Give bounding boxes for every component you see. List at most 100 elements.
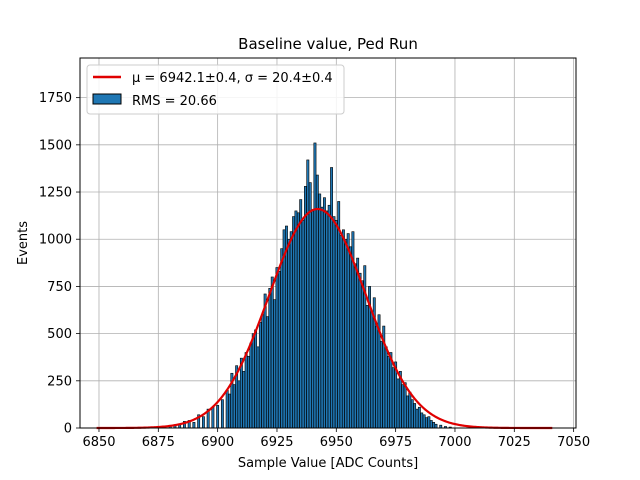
histogram-bar bbox=[289, 231, 293, 429]
histogram-bar bbox=[401, 384, 405, 429]
histogram-bar bbox=[330, 167, 333, 429]
y-tick-label: 0 bbox=[64, 422, 72, 437]
histogram-bar bbox=[429, 420, 433, 429]
histogram-bar bbox=[375, 325, 379, 429]
histogram-bar bbox=[420, 412, 424, 429]
x-tick-label: 6850 bbox=[82, 435, 115, 450]
chart-title: Baseline value, Ped Run bbox=[238, 35, 418, 53]
histogram-bar bbox=[341, 229, 345, 429]
x-tick-label: 6975 bbox=[379, 435, 412, 450]
histogram-bar bbox=[360, 280, 364, 429]
histogram-bar bbox=[311, 210, 315, 429]
y-tick-label: 250 bbox=[47, 374, 72, 389]
histogram-bar bbox=[427, 416, 431, 429]
x-tick-label: 6900 bbox=[201, 435, 234, 450]
histogram-bar bbox=[410, 399, 414, 429]
x-tick-label: 7000 bbox=[438, 435, 471, 450]
histogram-bar bbox=[325, 210, 329, 429]
histogram-bar bbox=[379, 340, 383, 429]
histogram-bar bbox=[332, 216, 336, 429]
histogram-bar bbox=[313, 142, 317, 429]
histogram-bar bbox=[315, 174, 319, 429]
y-tick-label: 750 bbox=[47, 280, 72, 295]
histogram-bar bbox=[280, 248, 284, 429]
histogram-bar bbox=[270, 276, 274, 429]
x-tick-label: 7050 bbox=[557, 435, 590, 450]
histogram-bar bbox=[432, 422, 436, 429]
histogram-bar bbox=[292, 216, 296, 429]
histogram-bar bbox=[396, 378, 400, 429]
histogram-bar bbox=[256, 346, 260, 429]
histogram-bar bbox=[403, 382, 407, 429]
histogram-bar bbox=[434, 423, 438, 429]
histogram-bar bbox=[242, 371, 246, 429]
histogram-bar bbox=[228, 393, 231, 429]
y-tick-label: 1000 bbox=[39, 233, 72, 248]
x-axis-ticks: 6850 6875 6900 6925 6950 6975 7000 7025 7050 bbox=[82, 428, 590, 450]
fit-curve-group bbox=[96, 207, 553, 430]
histogram-bar bbox=[306, 159, 310, 429]
legend-fit-label: μ = 6942.1±0.4, σ = 20.4±0.4 bbox=[132, 71, 333, 86]
x-tick-label: 6950 bbox=[320, 435, 353, 450]
histogram-bar bbox=[216, 405, 220, 429]
histogram-bar bbox=[277, 271, 281, 429]
y-axis-label: Events bbox=[16, 221, 31, 265]
histogram-bar bbox=[406, 395, 409, 429]
histogram-bar bbox=[247, 355, 250, 429]
histogram-bar bbox=[370, 310, 374, 429]
y-tick-label: 1500 bbox=[39, 138, 72, 153]
histogram-bar bbox=[296, 212, 300, 429]
histogram-bar bbox=[263, 293, 267, 429]
histogram-bar bbox=[391, 367, 395, 429]
histogram-bar bbox=[384, 346, 388, 429]
histogram-bar bbox=[356, 257, 360, 429]
histogram-bar bbox=[258, 321, 262, 429]
histogram-bar bbox=[413, 403, 417, 429]
histogram-bar bbox=[220, 399, 224, 429]
histogram-bar bbox=[318, 193, 322, 429]
histogram-bar bbox=[337, 201, 341, 429]
histogram-bar bbox=[261, 314, 265, 429]
plot-frame bbox=[79, 57, 577, 429]
y-tick-label: 1750 bbox=[39, 91, 72, 106]
legend: μ = 6942.1±0.4, σ = 20.4±0.4 RMS = 20.66 bbox=[86, 64, 345, 115]
histogram-bar bbox=[323, 197, 326, 429]
histogram-bar bbox=[192, 422, 196, 429]
histogram-bar bbox=[415, 408, 419, 429]
histogram-bar bbox=[304, 186, 307, 429]
histogram-bar bbox=[422, 414, 426, 429]
histogram-bar bbox=[425, 417, 428, 429]
histogram-bar bbox=[237, 380, 241, 429]
x-tick-label: 6925 bbox=[260, 435, 293, 450]
histogram-bar bbox=[301, 220, 305, 429]
histogram-bar bbox=[320, 206, 324, 429]
histogram-bar bbox=[308, 182, 312, 429]
histogram-bar bbox=[346, 233, 350, 429]
histogram-bar bbox=[365, 304, 369, 429]
x-tick-label: 6875 bbox=[142, 435, 175, 450]
histogram-bar bbox=[299, 199, 303, 429]
histogram-bar bbox=[232, 384, 236, 429]
x-axis-label: Sample Value [ADC Counts] bbox=[238, 456, 418, 471]
histogram-bar bbox=[387, 355, 390, 429]
histogram-bar bbox=[249, 342, 253, 429]
histogram-bar bbox=[268, 288, 272, 429]
histogram-bar bbox=[389, 352, 393, 429]
histogram-bar bbox=[327, 204, 331, 429]
histogram-bar bbox=[244, 352, 248, 429]
legend-hist-label: RMS = 20.66 bbox=[132, 94, 217, 109]
histogram-bar bbox=[358, 272, 362, 429]
legend-box bbox=[86, 64, 345, 115]
histogram-bar bbox=[285, 225, 288, 429]
y-axis-ticks: 0 250 500 750 1000 1250 1500 1750 bbox=[39, 91, 80, 437]
histogram-bar bbox=[225, 389, 229, 429]
histogram-bar bbox=[275, 267, 279, 429]
histogram-bar bbox=[417, 406, 421, 429]
histogram-bar bbox=[339, 235, 343, 429]
histogram-bar bbox=[334, 220, 338, 429]
histogram-bar bbox=[294, 210, 298, 429]
histogram-bar bbox=[266, 316, 269, 429]
y-tick-label: 1250 bbox=[39, 186, 72, 201]
histogram-bar bbox=[408, 391, 412, 429]
